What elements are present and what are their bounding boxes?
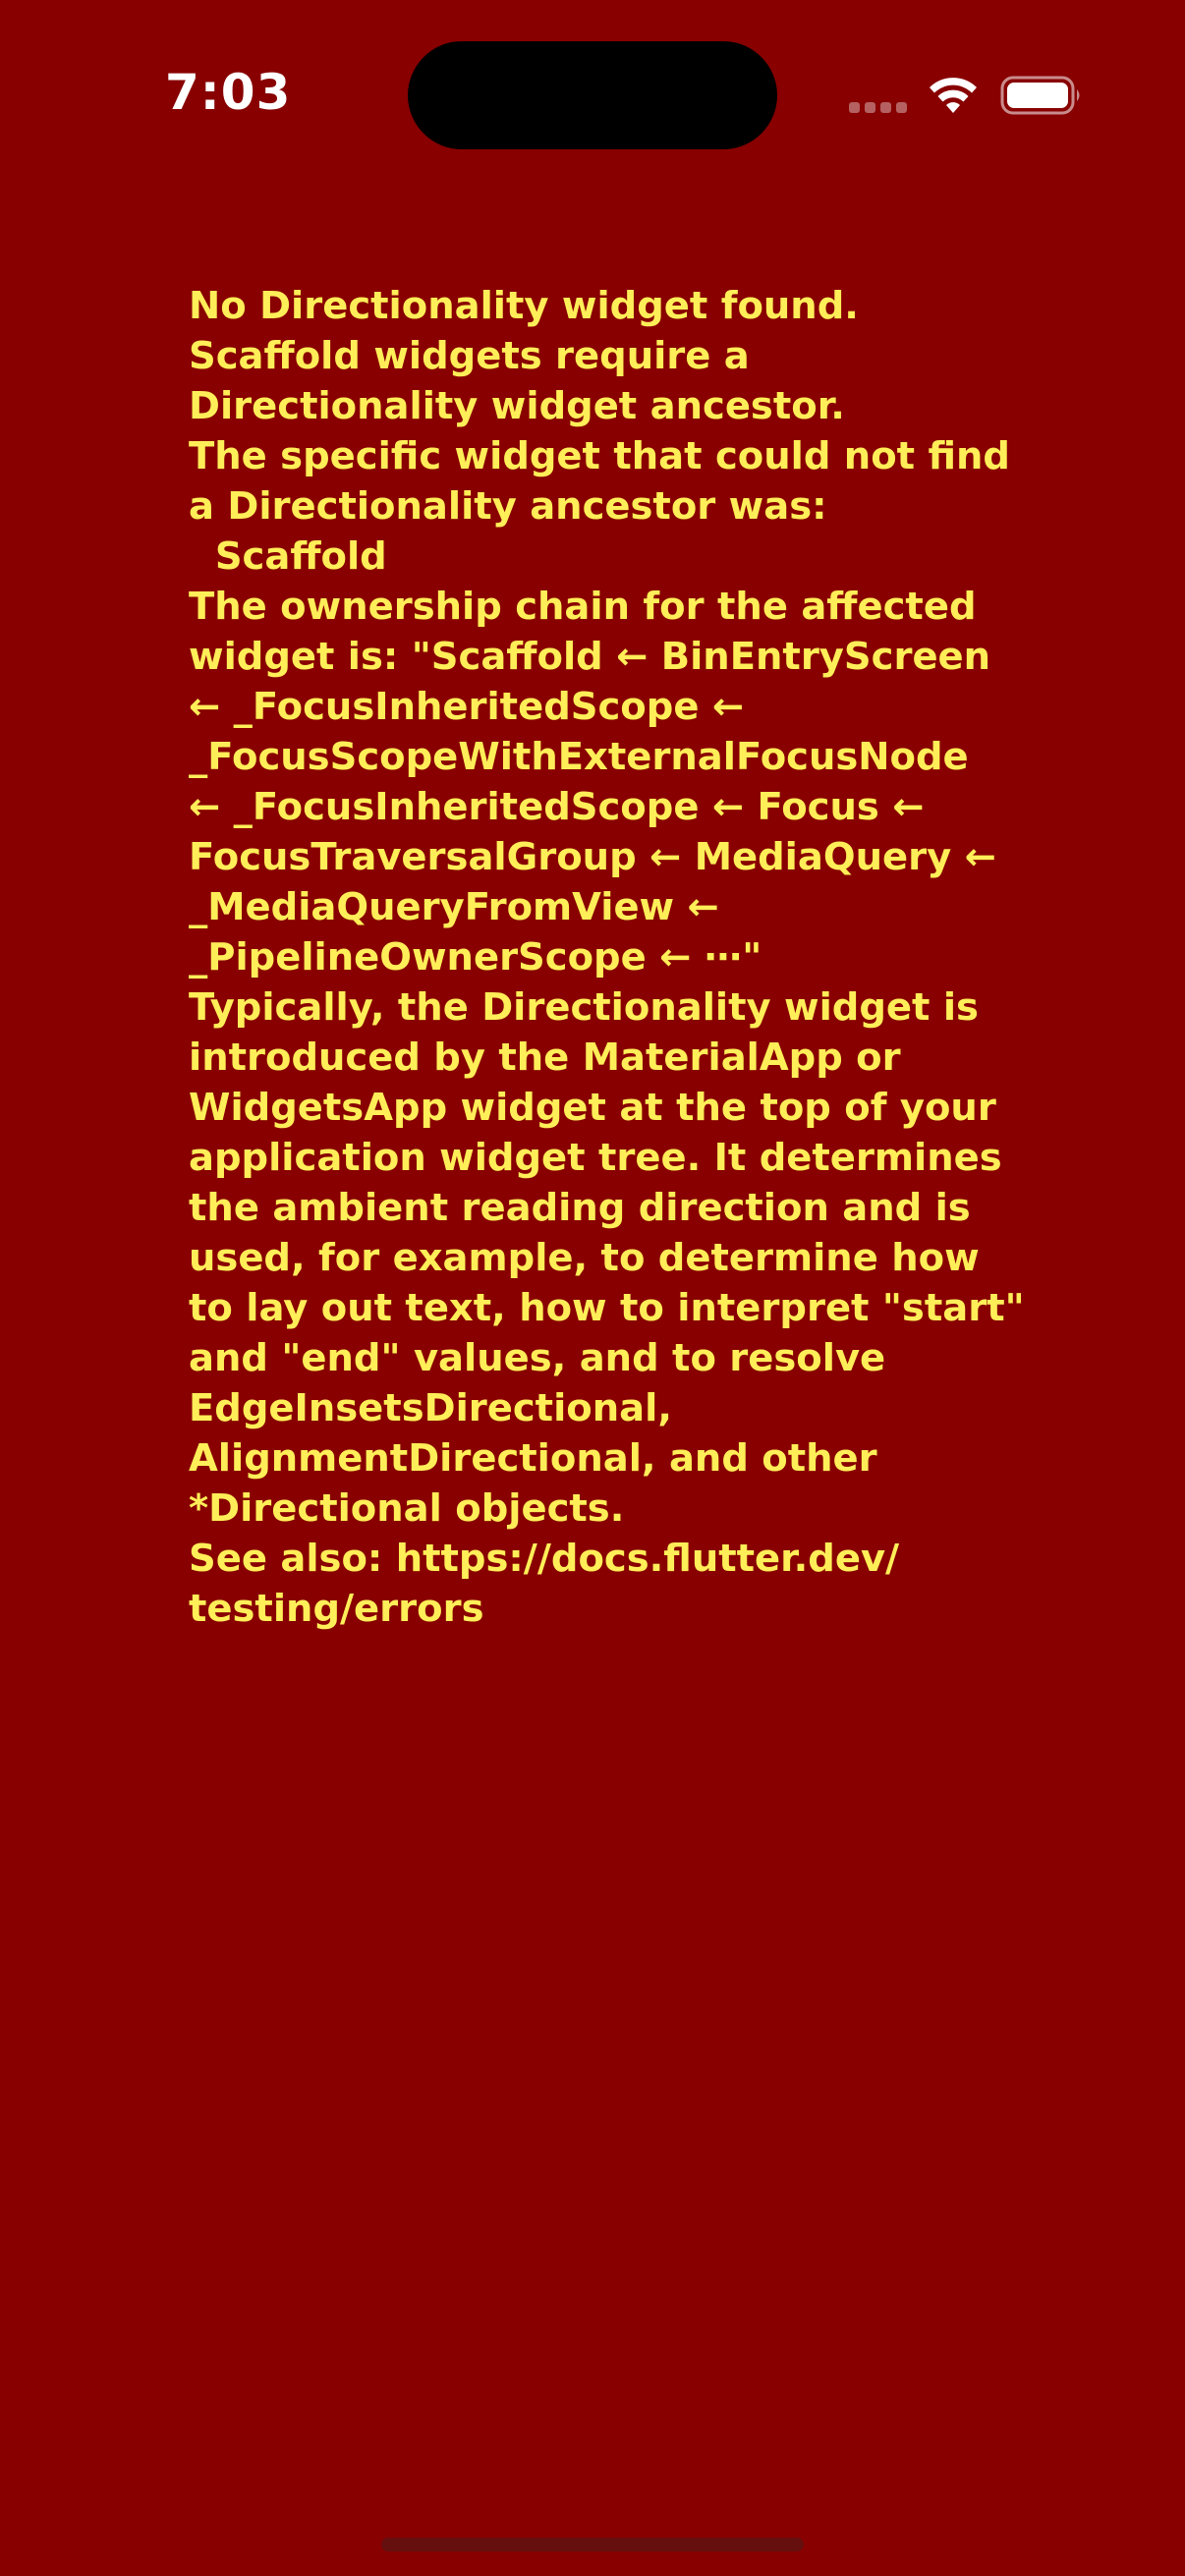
status-bar: 7:03 [0, 0, 1185, 187]
status-time: 7:03 [165, 64, 292, 121]
error-message: No Directionality widget found. Scaffold… [189, 284, 1025, 1631]
dynamic-island [408, 41, 777, 149]
battery-icon [1000, 76, 1080, 115]
home-indicator[interactable] [381, 2538, 804, 2551]
cellular-signal-icon [849, 102, 908, 116]
wifi-icon [930, 78, 977, 113]
